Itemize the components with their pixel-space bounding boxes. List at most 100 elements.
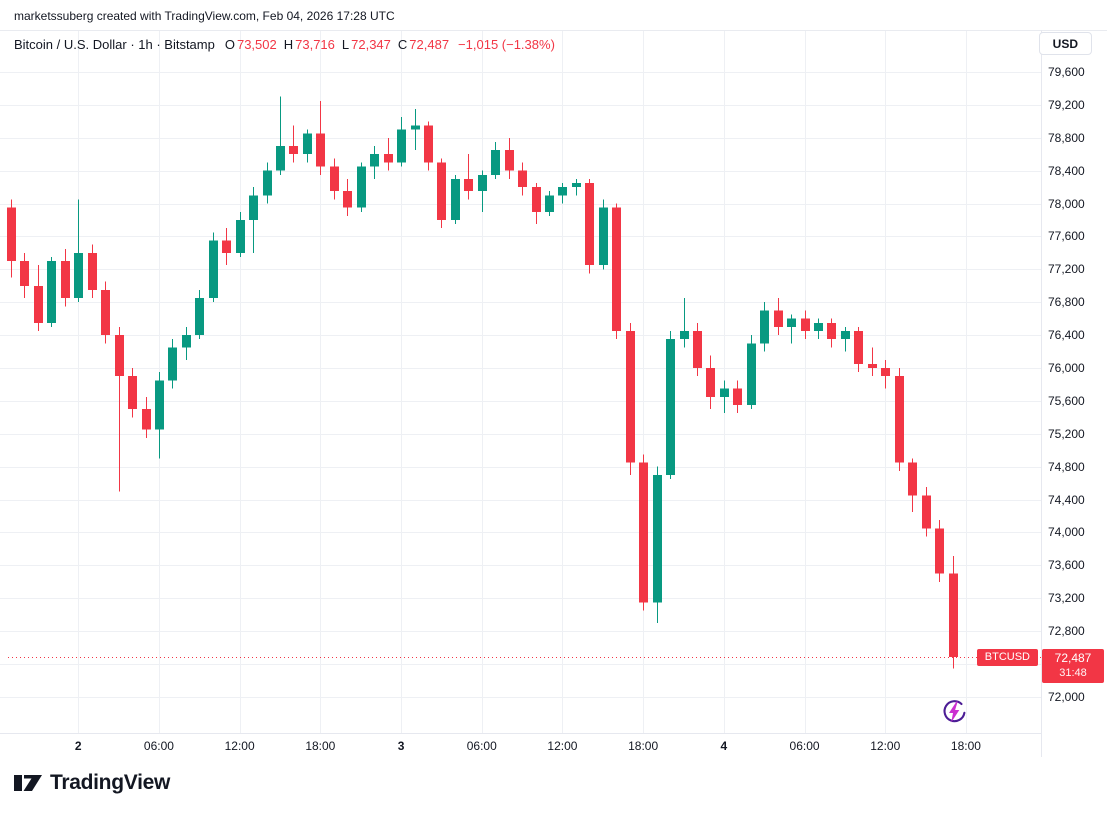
candle-body [868, 363, 877, 369]
candle-body [827, 322, 836, 340]
candle-body [747, 343, 756, 406]
candle-body [585, 183, 594, 266]
price-tick-label: 79,200 [1048, 97, 1085, 112]
candle-body [787, 318, 796, 327]
candle-body [249, 195, 258, 221]
price-axis[interactable]: 79,600 79,200 78,800 78,400 78,000 77,600 77,2… [1048, 0, 1106, 733]
candle-body [706, 368, 715, 397]
candle-body [61, 261, 70, 299]
candle-body [854, 331, 863, 364]
price-tick-label: 72,000 [1048, 689, 1085, 704]
change-value: −1,015 (−1.38%) [458, 37, 555, 52]
symbol-title[interactable]: Bitcoin / U.S. Dollar · 1h · Bitstamp [14, 37, 215, 52]
candle-body [411, 125, 420, 130]
ohlc-low: L 72,347 [342, 37, 391, 52]
time-tick-label: 2 [74, 739, 82, 753]
candle-body [666, 339, 675, 475]
candle-body [47, 261, 56, 323]
candle-body [491, 150, 500, 175]
time-tick-label: 18:00 [950, 739, 981, 753]
candle-body [128, 376, 137, 410]
candle-body [558, 187, 567, 196]
price-tick-label: 77,200 [1048, 262, 1085, 277]
candle-body [693, 331, 702, 369]
candle-body [572, 183, 581, 188]
candle-body [653, 474, 662, 603]
price-tick-label: 78,400 [1048, 163, 1085, 178]
candle-body [801, 318, 810, 332]
candle-body [935, 528, 944, 574]
price-tick-label: 72,800 [1048, 624, 1085, 639]
candle-body [908, 462, 917, 496]
candle-body [895, 376, 904, 463]
close-value: 72,487 [409, 37, 450, 52]
bar-countdown: 31:48 [1059, 666, 1087, 679]
candle-body [276, 146, 285, 171]
price-tick-label: 75,600 [1048, 393, 1085, 408]
price-tick-label: 74,800 [1048, 459, 1085, 474]
candle-body [680, 331, 689, 340]
price-axis-border [1041, 30, 1042, 757]
candle-body [518, 170, 527, 188]
currency-usd-button[interactable]: USD [1038, 32, 1092, 55]
candle-body [20, 261, 29, 286]
candle-body [760, 310, 769, 344]
tradingview-logo[interactable]: TradingView [14, 770, 170, 796]
ohlc-close: C 72,487 [398, 37, 449, 52]
candle-body [155, 380, 164, 430]
candle-body [478, 174, 487, 192]
candle-body [263, 170, 272, 196]
tradingview-logo-icon [14, 775, 42, 791]
flash-watermark-icon [943, 700, 966, 723]
candle-body [236, 220, 245, 253]
candle-body [222, 240, 231, 253]
candle-body [330, 166, 339, 192]
tradingview-brand-text: TradingView [50, 771, 171, 794]
ohlc-open: O 73,502 [225, 37, 277, 52]
time-tick-label: 12:00 [224, 739, 255, 753]
candle-body [303, 133, 312, 155]
candle-body [7, 207, 16, 262]
price-tick-label: 76,800 [1048, 295, 1085, 310]
price-tick-label: 76,400 [1048, 328, 1085, 343]
open-value: 73,502 [236, 37, 277, 52]
close-label: C [397, 37, 408, 52]
last-price-value: 72,487 [1054, 650, 1092, 665]
time-tick-label: 12:00 [547, 739, 578, 753]
candle-body [451, 178, 460, 221]
candle-body [626, 331, 635, 463]
candle-body [209, 240, 218, 299]
candle-body [316, 133, 325, 167]
candle-body [599, 207, 608, 266]
candle-body [357, 166, 366, 208]
price-tick-label: 78,800 [1048, 130, 1085, 145]
candle-body [545, 195, 554, 212]
price-tick-label: 76,000 [1048, 361, 1085, 375]
candle-body [370, 154, 379, 167]
candle-body [612, 207, 621, 332]
candle-body [397, 129, 406, 163]
price-tick-label: 73,600 [1048, 558, 1085, 573]
candle-body [101, 289, 110, 336]
candle-body [168, 347, 177, 381]
time-axis-border [0, 733, 1041, 734]
candle-body [774, 310, 783, 327]
time-tick-label: 06:00 [789, 739, 820, 753]
time-tick-label: 18:00 [305, 739, 336, 753]
low-label: L [341, 37, 350, 52]
high-value: 73,716 [295, 37, 335, 52]
candle-body [195, 298, 204, 336]
candle-body [814, 322, 823, 332]
candle-body [733, 388, 742, 406]
time-tick-label: 06:00 [143, 739, 174, 753]
price-tick-label: 77,600 [1048, 229, 1085, 244]
candle-body [182, 335, 191, 348]
candle-body [532, 187, 541, 212]
price-tick-label: 78,000 [1048, 196, 1085, 211]
time-tick-label: 3 [397, 739, 405, 753]
time-tick-label: 4 [720, 739, 728, 753]
time-axis[interactable]: 2 06:00 12:00 18:00 3 06:00 12:00 18:00 4 06:00 12… [0, 733, 1041, 759]
